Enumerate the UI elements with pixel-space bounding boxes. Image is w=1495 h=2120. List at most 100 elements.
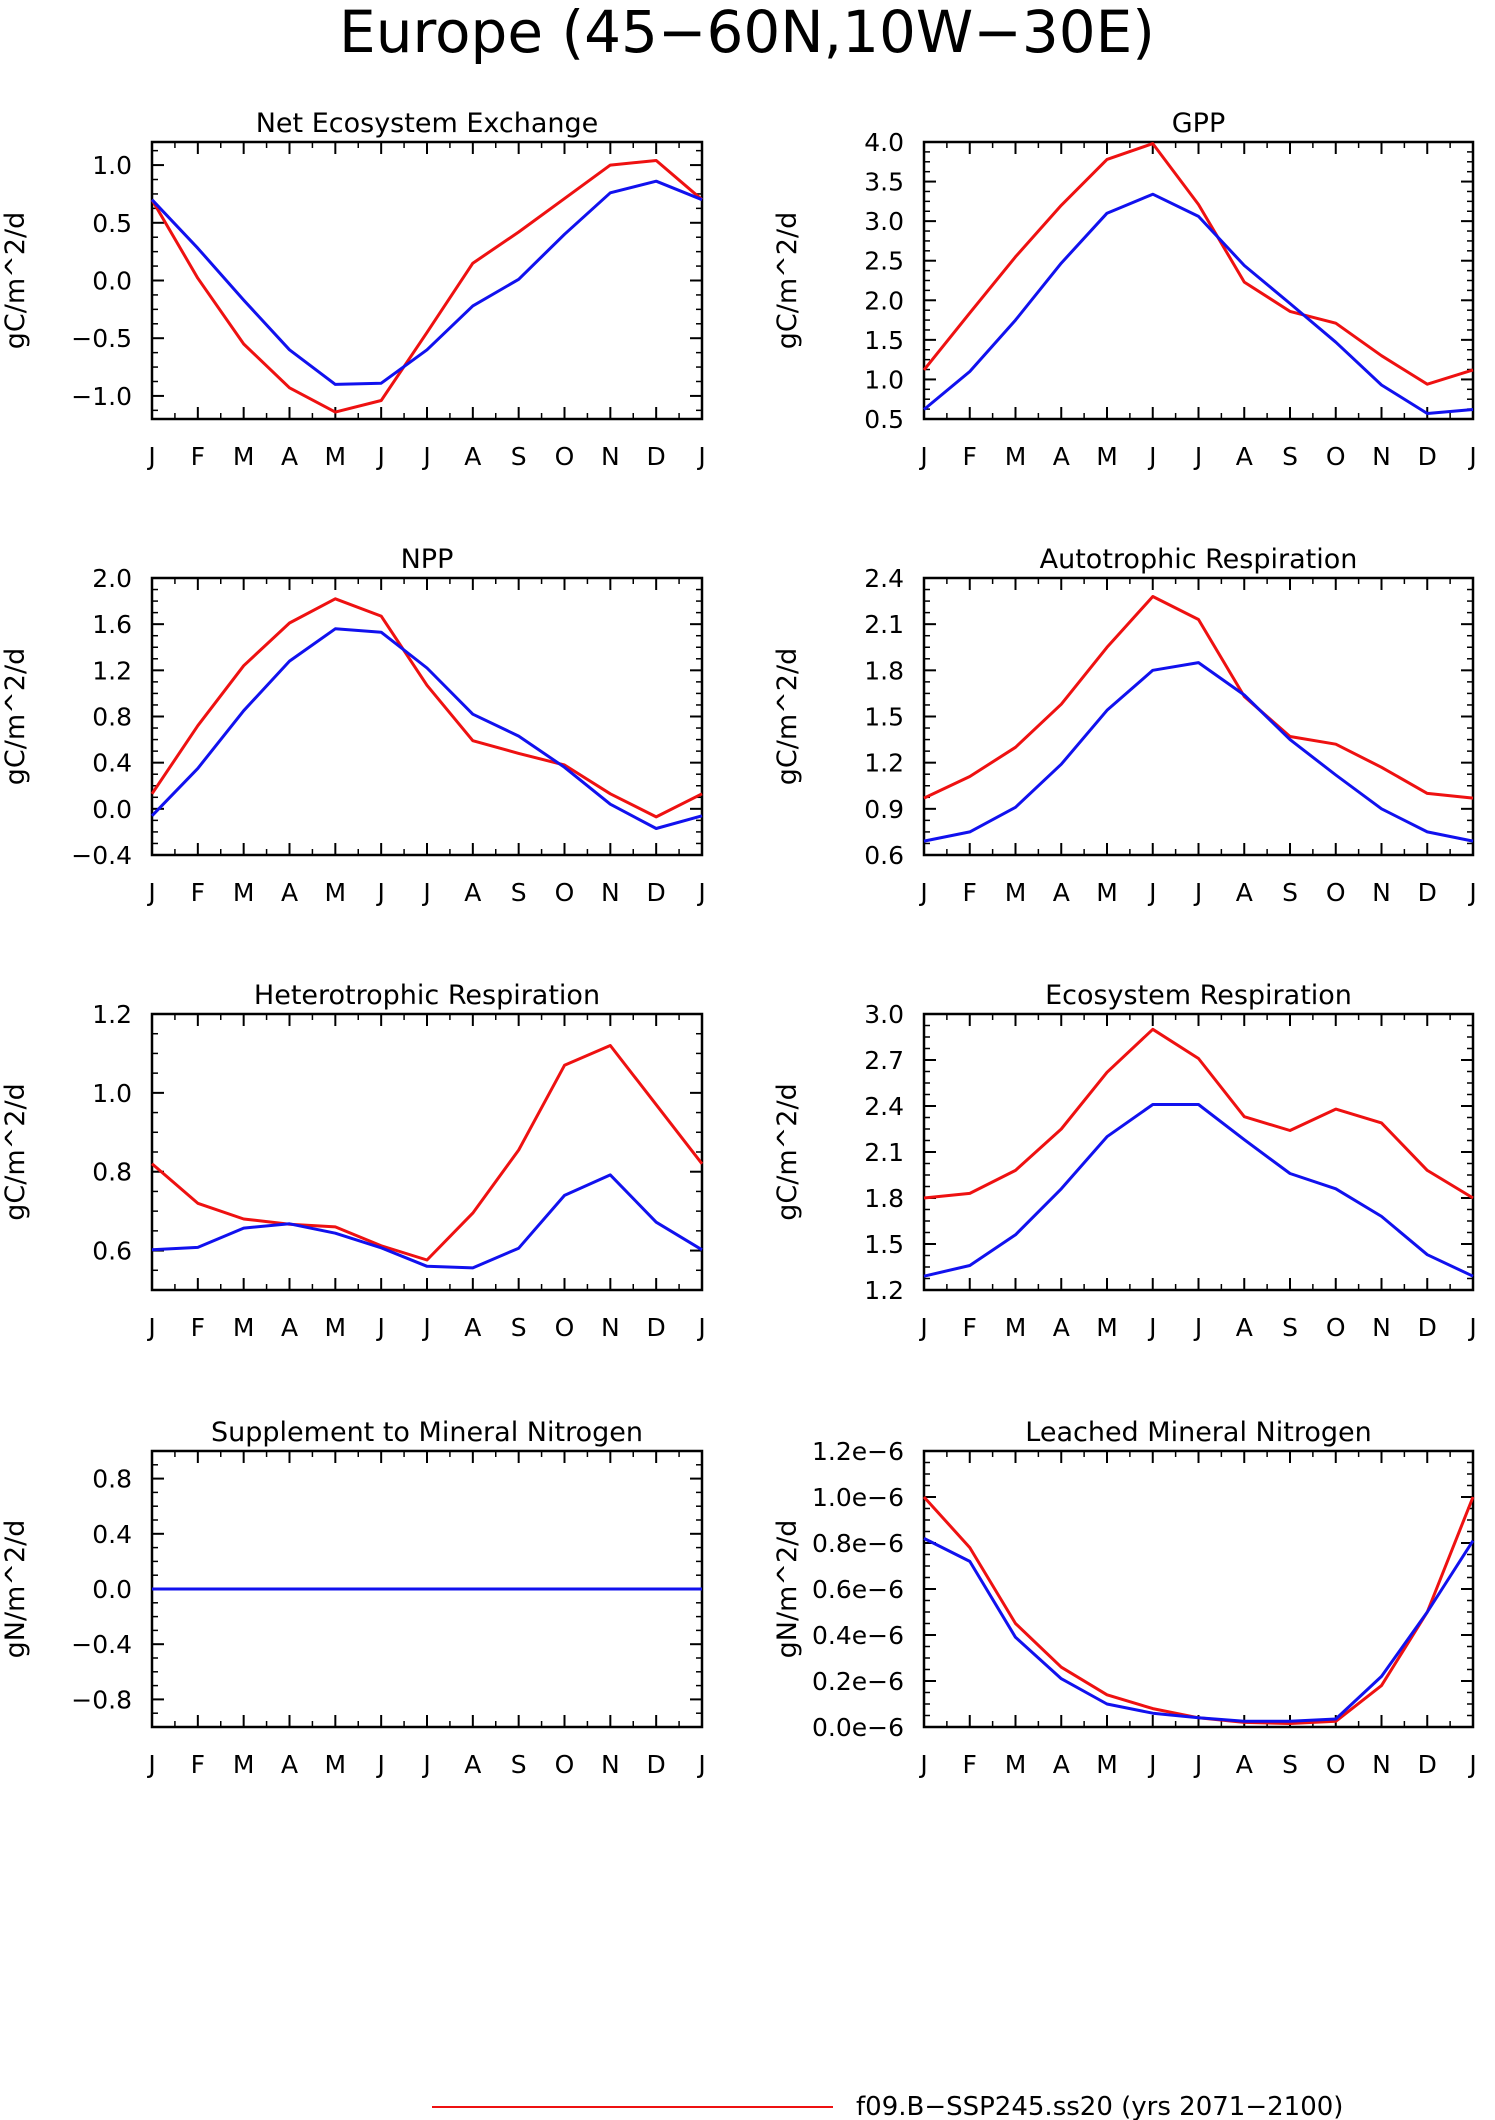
x-tick-label: D [1418, 1313, 1437, 1342]
x-tick-label: J [421, 878, 430, 907]
series-line-2 [150, 627, 703, 830]
series-line-2 [923, 1103, 1474, 1278]
series-line-2 [151, 1173, 703, 1270]
x-tick-label: O [555, 1313, 575, 1342]
x-tick-label: D [1418, 442, 1437, 471]
x-tick-label: M [325, 878, 347, 907]
x-tick-label: J [1467, 1750, 1476, 1779]
x-tick-label: S [511, 442, 527, 471]
y-tick-label: 2.4 [864, 1092, 904, 1121]
series-line-2 [923, 1537, 1475, 1723]
x-tick-label: A [281, 878, 298, 907]
x-tick-label: D [1418, 1750, 1437, 1779]
plot-frame [922, 1449, 1475, 1729]
x-tick-label: F [963, 878, 977, 907]
y-tick-label: 1.2 [864, 1276, 904, 1305]
x-tick-label: A [1236, 442, 1253, 471]
x-tick-label: O [555, 442, 575, 471]
x-tick-label: S [511, 1750, 527, 1779]
x-tick-label: M [233, 442, 255, 471]
y-tick-label: −0.4 [71, 1630, 132, 1659]
x-tick-label: A [281, 442, 298, 471]
series-line-1 [151, 1044, 704, 1262]
x-tick-label: J [1193, 1750, 1202, 1779]
y-tick-label: 1.2 [864, 749, 904, 778]
y-tick-label: 0.4e−6 [812, 1621, 904, 1650]
y-tick-label: 2.4 [864, 564, 904, 593]
panel-title: Leached Mineral Nitrogen [1025, 1417, 1371, 1448]
x-tick-label: J [421, 1750, 430, 1779]
y-tick-label: 0.8 [92, 1158, 132, 1187]
x-tick-label: J [918, 878, 927, 907]
x-tick-label: J [146, 878, 155, 907]
x-tick-label: A [1053, 442, 1070, 471]
x-tick-label: J [375, 442, 384, 471]
y-tick-label: 0.6e−6 [812, 1575, 904, 1604]
legend-label: f09.B−SSP245.ss20 (yrs 2071−2100) [856, 2092, 1343, 2120]
panel-7: Supplement to Mineral Nitrogen gN/m^2/d J F… [0, 1417, 706, 1779]
x-tick-label: M [1096, 1750, 1118, 1779]
x-tick-label: F [191, 1750, 205, 1779]
x-tick-label: O [555, 1750, 575, 1779]
x-tick-label: F [191, 878, 205, 907]
y-tick-label: 1.6 [92, 610, 132, 639]
x-tick-label: M [1005, 878, 1027, 907]
x-tick-label: J [375, 1313, 384, 1342]
x-tick-label: O [1326, 878, 1346, 907]
y-axis-label: gC/m^2/d [0, 1083, 31, 1220]
x-tick-label: J [1147, 878, 1156, 907]
x-tick-label: D [1418, 878, 1437, 907]
x-tick-label: J [146, 1313, 155, 1342]
y-tick-label: 1.0 [864, 365, 904, 394]
y-tick-label: 2.7 [864, 1046, 904, 1075]
x-tick-label: N [601, 1313, 620, 1342]
x-tick-label: A [1236, 878, 1253, 907]
panel-title: Ecosystem Respiration [1045, 980, 1352, 1011]
x-tick-label: M [1005, 1313, 1027, 1342]
y-tick-label: 0.6 [92, 1237, 132, 1266]
x-tick-label: J [696, 1313, 705, 1342]
x-tick-label: M [233, 1750, 255, 1779]
x-tick-label: J [375, 878, 384, 907]
panel-title: Supplement to Mineral Nitrogen [211, 1417, 643, 1448]
y-tick-label: −0.8 [71, 1685, 132, 1714]
x-tick-label: M [1005, 1750, 1027, 1779]
y-tick-label: 0.4 [92, 749, 132, 778]
x-tick-label: N [601, 878, 620, 907]
x-tick-label: F [963, 1750, 977, 1779]
x-tick-label: J [918, 1750, 927, 1779]
x-tick-label: N [1372, 878, 1391, 907]
y-tick-label: −0.4 [71, 841, 132, 870]
y-tick-label: −1.0 [71, 382, 132, 411]
y-tick-label: 1.0 [92, 151, 132, 180]
y-tick-label: 0.5 [864, 405, 904, 434]
x-tick-label: J [918, 1313, 927, 1342]
x-tick-label: M [325, 1313, 347, 1342]
x-tick-label: J [421, 442, 430, 471]
x-tick-label: J [375, 1750, 384, 1779]
y-tick-label: 1.8 [864, 1184, 904, 1213]
y-tick-label: 0.0e−6 [812, 1713, 904, 1742]
x-tick-label: N [601, 442, 620, 471]
y-tick-label: 3.5 [864, 168, 904, 197]
x-tick-label: J [696, 878, 705, 907]
y-axis-label: gC/m^2/d [772, 212, 803, 349]
x-tick-label: A [1053, 1313, 1070, 1342]
y-axis-label: gN/m^2/d [0, 1520, 31, 1659]
panel-title: Heterotrophic Respiration [254, 980, 600, 1011]
x-tick-label: M [1096, 1313, 1118, 1342]
x-tick-label: A [464, 442, 481, 471]
x-tick-label: D [647, 1313, 666, 1342]
series-line-1 [922, 1495, 1475, 1725]
x-tick-label: A [1053, 878, 1070, 907]
x-tick-label: A [464, 878, 481, 907]
y-tick-label: 1.5 [864, 326, 904, 355]
y-tick-label: 0.9 [864, 795, 904, 824]
series-line-1 [923, 1027, 1474, 1200]
